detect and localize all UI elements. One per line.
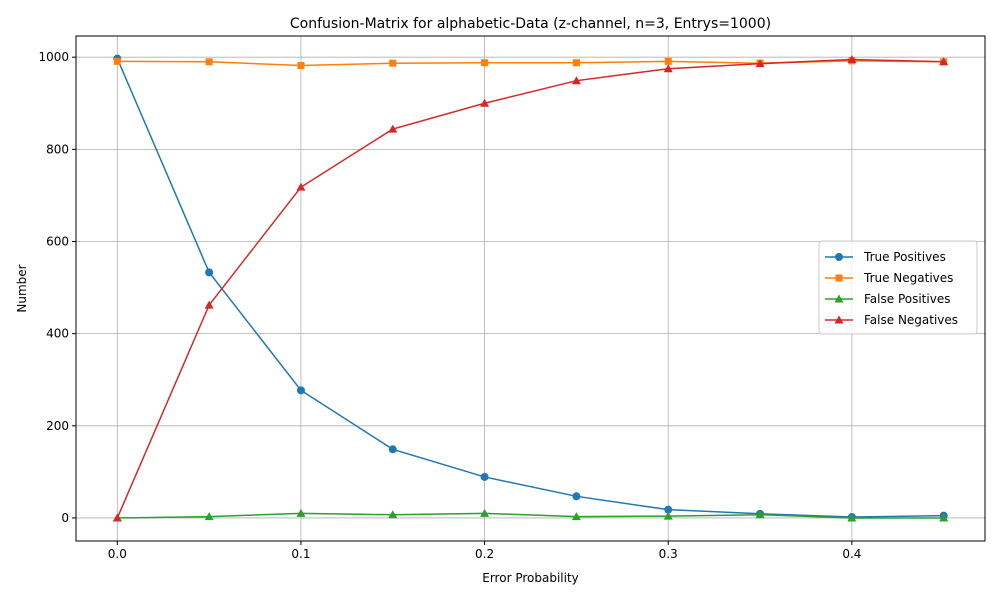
data-point bbox=[296, 386, 305, 395]
data-point bbox=[296, 182, 306, 191]
x-axis-label: Error Probability bbox=[482, 571, 579, 585]
data-point bbox=[205, 58, 213, 66]
data-point bbox=[939, 513, 949, 522]
x-tick-label: 0.4 bbox=[842, 547, 861, 561]
data-point bbox=[664, 57, 672, 65]
data-point bbox=[480, 472, 489, 481]
y-tick-label: 600 bbox=[46, 235, 69, 249]
data-point bbox=[847, 54, 857, 63]
data-point bbox=[481, 59, 489, 67]
data-point bbox=[480, 508, 490, 517]
x-axis-ticks: 0.0 0.1 0.2 0.3 0.4 bbox=[108, 541, 861, 561]
legend-entry: False Positives bbox=[825, 292, 950, 306]
data-point bbox=[572, 59, 580, 67]
grid bbox=[76, 36, 985, 541]
series-line bbox=[116, 58, 944, 519]
data-point bbox=[296, 508, 306, 517]
y-tick-label: 1000 bbox=[38, 50, 69, 64]
y-axis-ticks: 0 200 400 600 800 1000 bbox=[38, 50, 76, 525]
y-tick-label: 0 bbox=[61, 511, 69, 525]
series-line bbox=[116, 58, 944, 518]
data-point bbox=[663, 511, 673, 520]
data-point bbox=[480, 98, 490, 107]
data-point bbox=[388, 510, 398, 519]
y-tick-label: 200 bbox=[46, 419, 69, 433]
data-point bbox=[113, 57, 121, 65]
y-axis-label: Number bbox=[15, 264, 29, 312]
series-line bbox=[117, 512, 944, 519]
data-point bbox=[571, 512, 581, 521]
data-point bbox=[663, 64, 673, 73]
data-point bbox=[388, 445, 397, 454]
data-point bbox=[847, 513, 857, 522]
x-tick-label: 0.3 bbox=[659, 547, 678, 561]
series-layer bbox=[112, 54, 949, 522]
legend-label: True Negatives bbox=[863, 271, 953, 285]
x-tick-label: 0.2 bbox=[475, 547, 494, 561]
chart-title: Confusion-Matrix for alphabetic-Data (z-… bbox=[290, 16, 771, 32]
data-point bbox=[939, 57, 949, 66]
data-point bbox=[297, 61, 305, 69]
data-point bbox=[571, 76, 581, 85]
y-tick-label: 400 bbox=[46, 327, 69, 341]
legend-marker bbox=[835, 274, 843, 282]
data-point bbox=[664, 505, 673, 514]
series-true-positives bbox=[113, 54, 948, 522]
data-point bbox=[204, 300, 214, 309]
data-point bbox=[205, 268, 214, 277]
legend-entry: True Negatives bbox=[825, 271, 953, 285]
y-tick-label: 800 bbox=[46, 142, 69, 156]
legend-label: True Positives bbox=[863, 250, 946, 264]
data-point bbox=[572, 492, 581, 501]
data-point bbox=[755, 510, 765, 519]
data-point bbox=[389, 59, 397, 67]
legend-entry: False Negatives bbox=[825, 313, 958, 327]
legend-marker bbox=[834, 294, 844, 303]
data-point bbox=[388, 124, 398, 133]
series-false-negatives bbox=[112, 54, 949, 522]
data-point bbox=[112, 513, 122, 522]
legend-marker bbox=[834, 315, 844, 324]
legend-marker bbox=[835, 253, 843, 261]
legend-label: False Negatives bbox=[864, 313, 958, 327]
data-point bbox=[204, 512, 214, 521]
legend-entry: True Positives bbox=[825, 250, 946, 264]
legend-label: False Positives bbox=[864, 292, 950, 306]
plot-frame bbox=[75, 35, 986, 542]
x-tick-label: 0.1 bbox=[291, 547, 310, 561]
x-tick-label: 0.0 bbox=[108, 547, 127, 561]
legend: True Positives True Negatives False Positi… bbox=[818, 240, 978, 335]
legend-box bbox=[818, 240, 978, 335]
data-point bbox=[755, 59, 765, 68]
